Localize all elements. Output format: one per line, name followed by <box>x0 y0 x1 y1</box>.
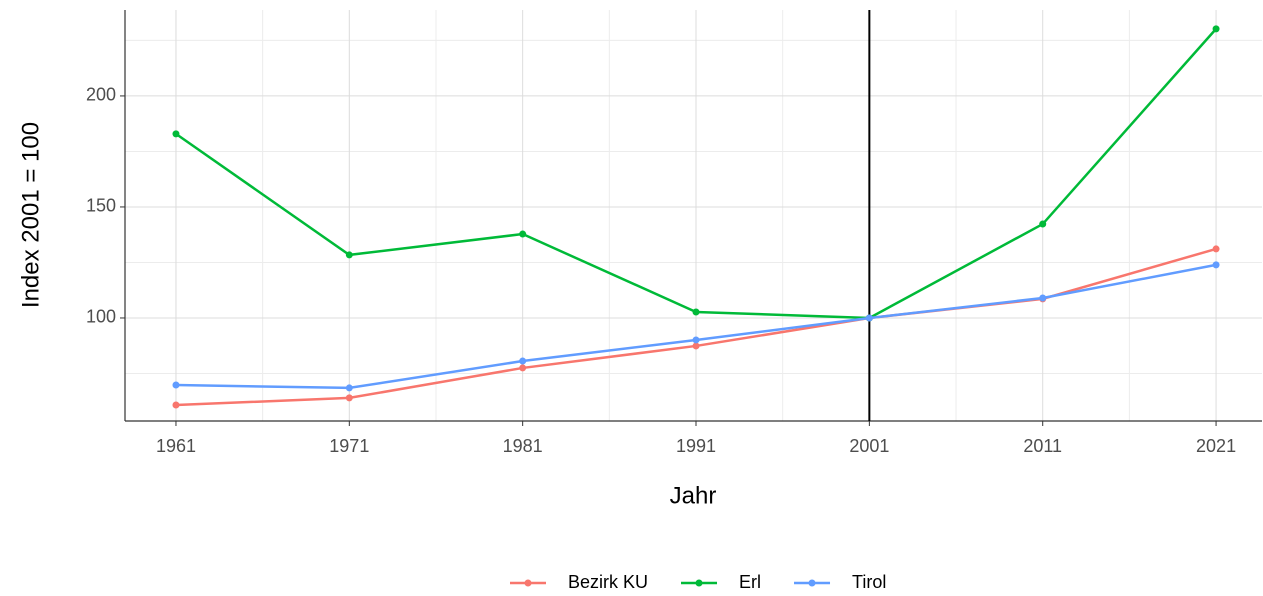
x-tick-label: 1981 <box>503 436 543 456</box>
point <box>1212 25 1220 33</box>
point <box>172 401 180 409</box>
point <box>1039 294 1047 302</box>
x-tick-label: 1961 <box>156 436 196 456</box>
y-tick-label: 100 <box>86 307 116 327</box>
legend-key-point <box>524 579 532 587</box>
x-tick-label: 2001 <box>849 436 889 456</box>
point <box>172 381 180 389</box>
point <box>692 336 700 344</box>
point <box>519 357 527 365</box>
x-tick-label: 2021 <box>1196 436 1236 456</box>
point <box>345 384 353 392</box>
point <box>519 364 527 372</box>
point <box>345 251 353 259</box>
x-tick-label: 1971 <box>329 436 369 456</box>
point <box>1212 245 1220 253</box>
legend-key-point <box>808 579 816 587</box>
point <box>519 230 527 238</box>
legend-label: Tirol <box>852 572 886 592</box>
y-tick-label: 200 <box>86 85 116 105</box>
point <box>1039 220 1047 228</box>
y-tick-label: 150 <box>86 196 116 216</box>
legend-key-point <box>695 579 703 587</box>
point <box>1212 261 1220 269</box>
x-tick-label: 2011 <box>1023 436 1062 456</box>
point <box>865 314 873 322</box>
point <box>692 342 700 350</box>
x-axis-label: Jahr <box>670 482 717 509</box>
legend-label: Bezirk KU <box>568 572 648 592</box>
legend-label: Erl <box>739 572 761 592</box>
point <box>692 308 700 316</box>
point <box>345 394 353 402</box>
y-axis-label: Index 2001 = 100 <box>17 122 44 308</box>
x-tick-label: 1991 <box>676 436 716 456</box>
point <box>172 130 180 138</box>
